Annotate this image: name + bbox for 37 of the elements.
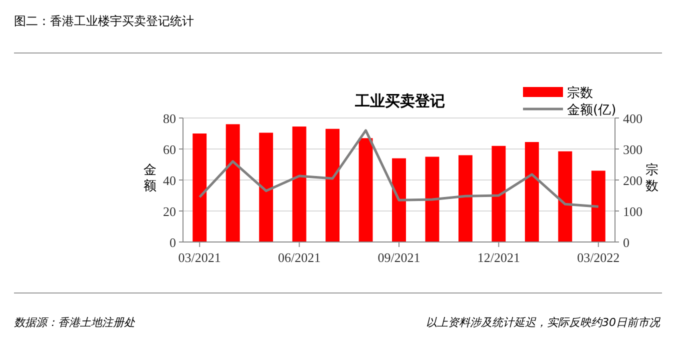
y2-tick-label: 200 bbox=[623, 173, 642, 188]
text: 以上资料涉及统计延迟，实际反映约30日前市况 bbox=[426, 316, 661, 329]
x-tick-label: 03/2022 bbox=[577, 250, 620, 265]
chart-title: 图二：香港工业楼宇买卖登记统计 bbox=[14, 14, 194, 28]
bar bbox=[326, 128, 340, 242]
y2-tick-label: 100 bbox=[623, 204, 642, 219]
text: 数据源：香港土地注册处 bbox=[14, 316, 136, 329]
y-axis-title: 金额 bbox=[144, 163, 156, 194]
legend-label: 宗数 bbox=[567, 85, 593, 101]
y2-tick-label: 0 bbox=[623, 235, 630, 250]
bar bbox=[492, 146, 506, 242]
y2-tick-label: 300 bbox=[623, 142, 642, 157]
y-tick-label: 80 bbox=[163, 111, 176, 126]
bar bbox=[226, 124, 240, 242]
y-tick-label: 20 bbox=[163, 204, 176, 219]
bar bbox=[425, 156, 440, 242]
legend-label: 金额(亿) bbox=[567, 103, 616, 118]
bar bbox=[458, 155, 472, 242]
bar bbox=[524, 142, 539, 242]
bar bbox=[292, 126, 306, 242]
y-tick-label: 0 bbox=[170, 235, 176, 250]
bar bbox=[591, 170, 606, 242]
chart-subtitle: 工业买卖登记 bbox=[354, 93, 445, 110]
y-tick-label: 60 bbox=[163, 142, 176, 157]
x-tick-label: 03/2021 bbox=[178, 250, 221, 265]
x-tick-label: 12/2021 bbox=[477, 250, 520, 265]
line-series bbox=[198, 129, 600, 208]
bar bbox=[192, 134, 207, 242]
x-tick-label: 09/2021 bbox=[378, 250, 420, 265]
bar bbox=[558, 151, 572, 242]
y2-axis-title: 宗数 bbox=[646, 162, 658, 194]
bar bbox=[392, 158, 406, 242]
bar bbox=[259, 132, 274, 242]
y-tick-label: 40 bbox=[163, 173, 176, 188]
y2-tick-label: 400 bbox=[623, 111, 642, 126]
bar bbox=[358, 138, 373, 242]
x-tick-label: 06/2021 bbox=[278, 250, 321, 265]
